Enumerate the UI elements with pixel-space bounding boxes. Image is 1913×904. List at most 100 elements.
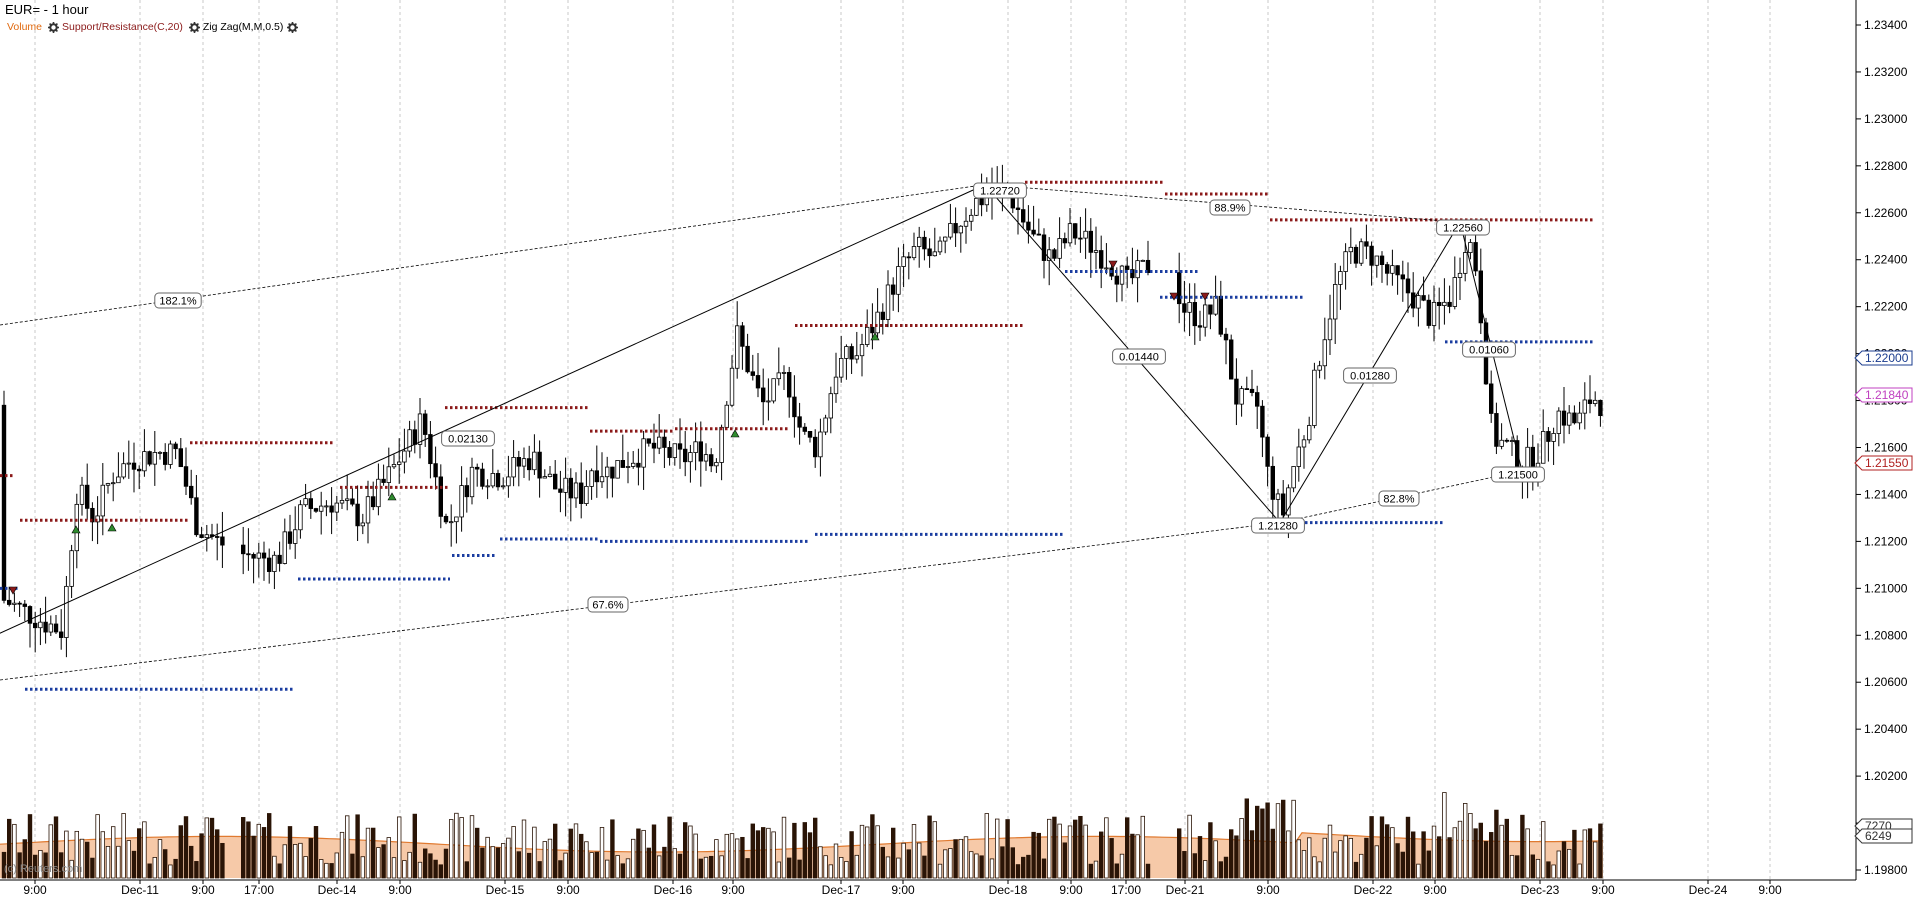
volume-bar [396,816,402,879]
candle-body [464,485,469,498]
volume-bar [542,841,547,879]
volume-bar [844,861,849,879]
zigzag-segment [0,184,986,634]
volume-bar [1270,828,1275,879]
volume-bar [308,838,313,879]
candle-body [412,429,417,445]
candle-body [755,375,761,389]
gear-icon[interactable] [48,21,60,33]
candle-body [532,451,537,471]
candle-body [1244,388,1249,391]
volume-bar [1036,832,1041,879]
candle-body [1234,378,1239,405]
candle-body [1541,431,1546,464]
candle-body [823,417,828,433]
candle-body [703,454,709,462]
x-tick-label: 9:00 [23,883,47,897]
candle-body [911,246,917,259]
candle-body [391,464,397,468]
volume-bar [1379,816,1385,879]
volume-bar [116,845,121,879]
price-badge-label: 6249 [1865,829,1892,843]
volume-bar [605,859,610,879]
candle-body [116,476,121,484]
volume-bar [246,821,251,879]
candle-body [173,443,178,450]
candle-body [641,438,646,468]
candle-body [1353,246,1359,264]
volume-bar [142,821,147,879]
volume-bar [849,831,854,879]
volume-bar [1556,850,1561,879]
volume-bar [334,852,339,879]
volume-bar [105,846,111,879]
volume-bar [651,824,657,879]
volume-bar [1338,840,1343,879]
indicator-support-resistance-label[interactable]: Support/Resistance(C,20) [62,21,183,33]
volume-bar [350,853,355,879]
sell-signal-marker [1169,292,1179,301]
y-tick-label: 1.19800 [1864,863,1908,877]
volume-bar [1239,818,1244,879]
candle-body [922,236,927,250]
candle-body [943,236,948,242]
volume-bar [1052,816,1057,879]
x-tick-label: Dec-17 [822,883,861,897]
candle-body [776,372,781,380]
volume-bar [906,849,911,879]
candle-body [199,534,204,538]
x-tick-label: 9:00 [388,883,412,897]
volume-bar [1593,841,1598,879]
candle-body [584,486,589,504]
volume-bar [797,859,802,879]
volume-bar [131,850,137,879]
candle-body [85,484,90,509]
candle-body [256,552,261,559]
volume-bar [360,856,365,879]
volume-bar [521,819,527,879]
candle-body [1067,223,1073,244]
candle-body [402,450,407,463]
candle-body [480,468,485,487]
volume-bar [729,833,735,879]
gear-icon[interactable] [188,21,200,33]
candle-body [1489,383,1494,414]
volume-bar [1197,836,1203,879]
candle-body [443,515,449,523]
buy-signal-marker [387,492,397,501]
candle-body [329,505,334,513]
candle-body [1327,318,1333,341]
volume-bar [1530,854,1535,879]
gear-icon[interactable] [287,21,299,33]
volume-bar [1572,829,1577,879]
volume-bar [594,851,599,879]
volume-bar [1525,828,1530,879]
candle-body [750,371,755,376]
indicator-zigzag-label[interactable]: Zig Zag(M,M,0.5) [202,21,284,33]
candle-body [303,498,308,506]
volume-bar [963,836,969,879]
candle-body [1546,431,1551,442]
volume-bar [27,814,33,879]
x-tick-label: 9:00 [1256,883,1280,897]
candle-body [214,536,220,538]
indicator-volume-label[interactable]: Volume [7,21,43,33]
candle-body [719,426,724,463]
indicator-legend: Volume Support/Resistance(C,20) Zig Zag(… [7,21,301,33]
candle-body [698,441,703,462]
candle-body [105,483,111,486]
x-tick-label: 9:00 [1059,883,1083,897]
candle-body [17,602,22,605]
candle-body [126,462,131,465]
volume-bar [209,817,215,879]
candle-body [527,458,532,471]
volume-bar [553,823,558,879]
volume-bar [698,858,703,879]
candle-body [438,476,443,517]
volume-bar [1187,814,1192,879]
candle-body [469,466,475,498]
candle-body [318,505,324,512]
zigzag-pivot-label: 1.22560 [1443,223,1483,235]
zigzag-pivot-label-box [1436,219,1490,236]
candle-body [313,508,319,512]
